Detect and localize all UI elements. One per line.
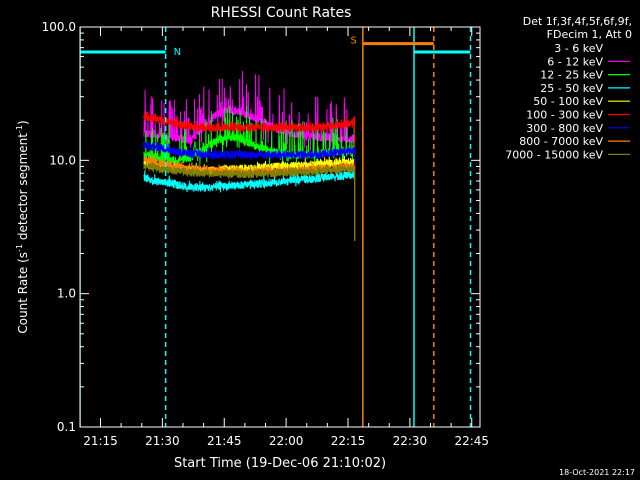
x-tick-label: 22:15 [331,434,366,448]
x-axis: 21:15 21:30 21:45 22:00 22:15 22:30 22:45 [83,27,489,448]
legend-entry-label: 300 - 800 keV [526,122,603,135]
legend-entry-label: 100 - 300 keV [526,109,603,122]
y-axis-label-part-1: Count Rate (s [16,252,30,334]
series-line-9 [143,162,356,241]
y-tick-label: 1.0 [57,287,76,301]
series-line-7 [143,141,356,241]
legend-header-2: FDecim 1, Att 0 [547,28,632,41]
legend-entry-label: 50 - 100 keV [533,95,603,108]
legend-entry-label: 7000 - 15000 keV [505,148,603,161]
attenuator-label-s: S [350,36,356,47]
y-axis-label-sup-2: -1 [15,125,24,133]
y-tick-label: 100.0 [42,20,76,34]
series-line-2 [143,70,356,241]
y-axis-label-sup-1: -1 [15,244,24,252]
series-line-4 [143,168,356,241]
legend-entry-label: 3 - 6 keV [554,42,603,55]
x-tick-label: 21:30 [145,434,180,448]
x-tick-label: 22:30 [393,434,428,448]
y-axis: 0.1 1.0 10.0 100.0 [42,20,480,434]
series-layer [143,70,356,304]
marker-layer: NS [80,27,472,427]
timestamp: 18-Oct-2021 22:17 [559,468,635,477]
legend-entry-label: 800 - 7000 keV [519,135,603,148]
legend-header-1: Det 1f,3f,4f,5f,6f,9f, [523,15,632,28]
y-axis-label-part-2: detector segment [16,133,30,244]
legend-entry-label: 12 - 25 keV [540,69,603,82]
x-tick-label: 22:45 [454,434,489,448]
x-axis-label: Start Time (19-Dec-06 21:10:02) [174,456,386,471]
legend-entry-label: 6 - 12 keV [547,55,603,68]
x-tick-label: 22:00 [269,434,304,448]
attenuator-label-n: N [174,47,181,58]
y-axis-label-part-3: ) [16,120,30,125]
x-tick-label: 21:45 [207,434,242,448]
legend-entry-label: 25 - 50 keV [540,82,603,95]
series-line-6 [143,110,356,241]
y-tick-label: 0.1 [57,420,76,434]
chart-title: RHESSI Count Rates [211,5,352,21]
x-tick-label: 21:15 [83,434,118,448]
y-tick-label: 10.0 [49,153,76,167]
legend: Det 1f,3f,4f,5f,6f,9f, FDecim 1, Att 0 3… [505,15,632,161]
plot-frame [79,26,481,428]
y-axis-label: Count Rate (s-1 detector segment-1) [15,120,30,333]
